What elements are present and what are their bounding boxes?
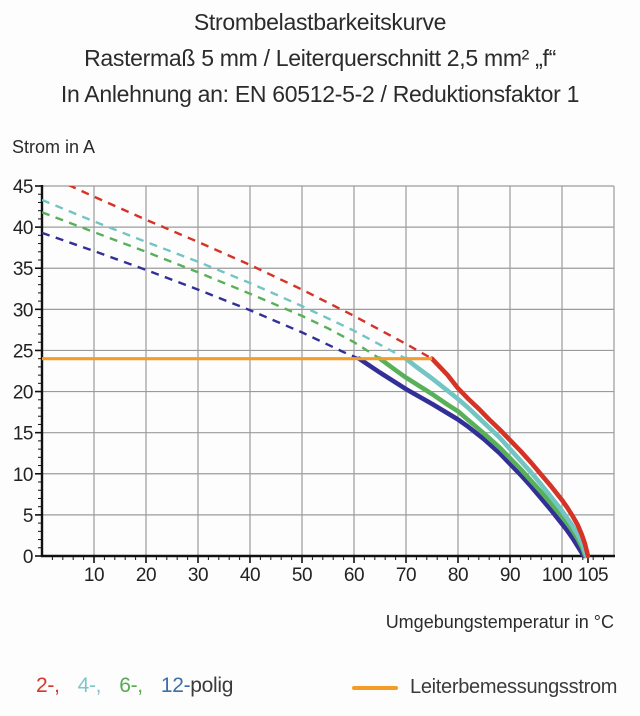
legend-4-pole: 4-,	[77, 674, 102, 697]
title-line-3: In Anlehnung an: EN 60512-5-2 / Reduktio…	[60, 81, 580, 107]
x-tick-label: 80	[448, 565, 468, 586]
legend-2-pole: 2-,	[36, 674, 60, 697]
y-axis-labels: 0 5 10 15 20 25 30 35 40 45	[13, 177, 34, 568]
solid-curve-4-polig	[403, 356, 589, 559]
y-tick-label: 35	[13, 259, 33, 280]
x-axis-title: Umgebungstemperatur in °C	[385, 612, 614, 632]
rated-current-legend: Leiterbemessungsstrom	[352, 676, 617, 699]
y-tick-label: 5	[23, 506, 33, 527]
dashed-curve-4-polig	[42, 198, 407, 360]
y-tick-label: 10	[13, 465, 33, 486]
solid-curve-6-polig	[377, 356, 588, 559]
y-tick-label: 30	[13, 300, 33, 321]
x-tick-label: 90	[500, 565, 520, 586]
x-tick-label: 100	[542, 565, 572, 586]
y-tick-label: 25	[13, 341, 33, 362]
y-tick-label: 45	[13, 177, 33, 198]
solid-curve-2-polig	[429, 356, 591, 559]
x-tick-label: 10	[84, 565, 104, 586]
y-tick-label: 40	[13, 218, 33, 239]
x-tick-label: 70	[396, 565, 416, 586]
pole-legend: 2-, 4-, 6-, 12-polig	[36, 674, 233, 698]
x-axis-labels: 10 20 30 40 50 60 70 80 90 100 105	[84, 565, 609, 586]
axes	[40, 185, 615, 558]
legend-pole-suffix: polig	[190, 674, 234, 697]
legend-12-pole: 12-	[160, 674, 191, 697]
dashed-curves	[42, 186, 433, 360]
x-tick-label: 20	[136, 565, 156, 586]
y-tick-label: 20	[13, 383, 33, 404]
solid-curve-12-polig	[356, 356, 587, 559]
dashed-curve-6-polig	[42, 211, 381, 360]
rated-current-line-swatch	[352, 685, 398, 690]
dashed-curve-12-polig	[42, 231, 360, 360]
grid	[42, 185, 615, 556]
y-tick-label: 15	[13, 424, 33, 445]
y-tick-label: 0	[23, 547, 33, 568]
x-tick-label: 30	[188, 565, 208, 586]
x-tick-label: 40	[240, 565, 260, 586]
x-tick-label: 60	[344, 565, 364, 586]
legend-12-pole-group: 12-polig	[160, 674, 234, 698]
y-axis-title: Strom in A	[12, 137, 96, 157]
x-tick-label: 50	[292, 565, 312, 586]
solid-curves	[356, 356, 591, 559]
rated-current-label: Leiterbemessungsstrom	[410, 676, 618, 698]
title-line-2: Rastermaß 5 mm / Leiterquerschnitt 2,5 m…	[84, 45, 556, 71]
legend-6-pole: 6-,	[119, 674, 143, 697]
chart-title-block: Strombelastbarkeitskurve Rastermaß 5 mm …	[0, 4, 640, 112]
x-tick-label: 105	[578, 565, 608, 586]
dashed-curve-2-polig	[67, 186, 433, 360]
title-line-1: Strombelastbarkeitskurve	[193, 9, 447, 35]
